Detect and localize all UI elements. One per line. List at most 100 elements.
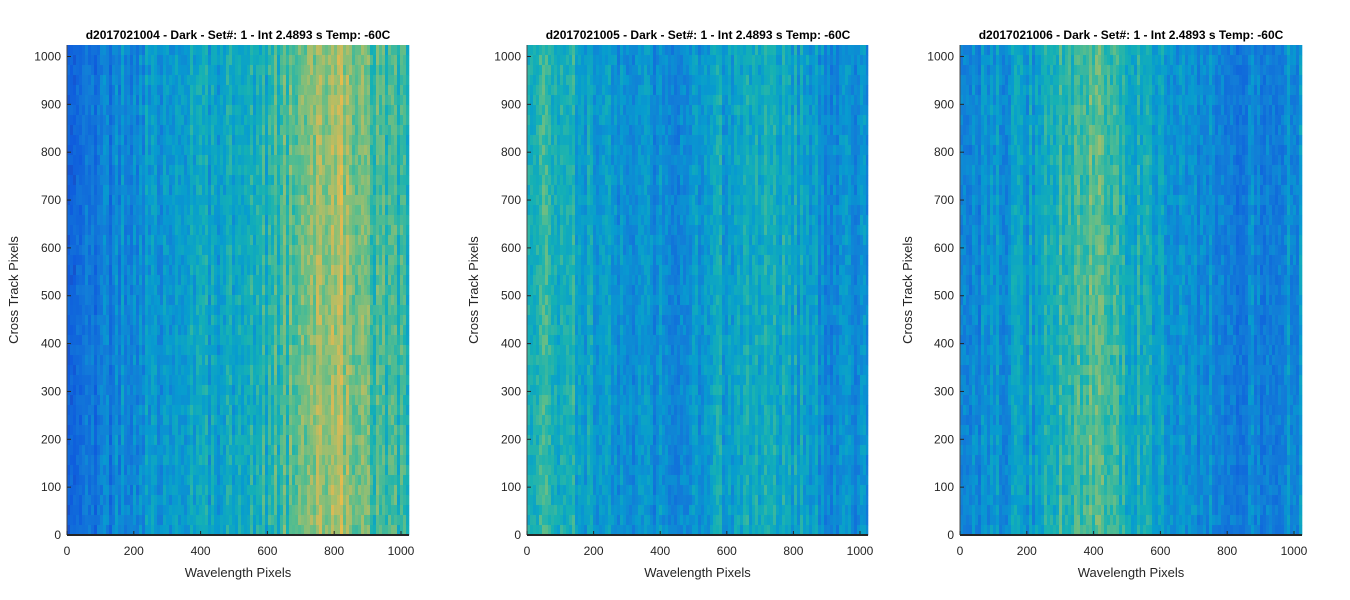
heatmap-cell [160, 395, 164, 406]
heatmap-cell [358, 255, 362, 266]
heatmap-cell [241, 285, 245, 296]
heatmap-cell [229, 145, 233, 156]
heatmap-cell [283, 235, 287, 246]
heatmap-cell [175, 515, 179, 526]
heatmap-cell [265, 175, 269, 186]
heatmap-cell [109, 205, 113, 216]
heatmap-cell [199, 175, 203, 186]
heatmap-cell [154, 315, 158, 326]
heatmap-cell [148, 375, 152, 386]
heatmap-cell [223, 85, 227, 96]
heatmap-cell [157, 65, 161, 76]
heatmap-cell [232, 195, 236, 206]
heatmap-cell [259, 425, 263, 436]
heatmap-cell [325, 95, 329, 106]
heatmap-cell [199, 305, 203, 316]
heatmap-cell [157, 135, 161, 146]
heatmap-cell [148, 155, 152, 166]
heatmap-cell [340, 415, 344, 426]
heatmap-cell [214, 65, 218, 76]
heatmap-cell [268, 395, 272, 406]
heatmap-cell [331, 155, 335, 166]
heatmap-cell [196, 155, 200, 166]
heatmap-cell [193, 415, 197, 426]
heatmap-cell [127, 155, 131, 166]
heatmap-cell [322, 525, 326, 536]
heatmap-cell [286, 325, 290, 336]
heatmap-cell [82, 85, 86, 96]
heatmap-cell [160, 255, 164, 266]
heatmap-cell [349, 345, 353, 356]
heatmap-cell [262, 325, 266, 336]
heatmap-cell [301, 55, 305, 66]
heatmap-cell [286, 275, 290, 286]
heatmap-cell [127, 95, 131, 106]
heatmap-cell [145, 165, 149, 176]
heatmap-cell [178, 215, 182, 226]
heatmap-cell [139, 355, 143, 366]
heatmap-cell [367, 115, 371, 126]
heatmap-cell [337, 415, 341, 426]
heatmap-cell [289, 165, 293, 176]
heatmap-cell [304, 465, 308, 476]
heatmap-cell [193, 235, 197, 246]
heatmap-cell [361, 365, 365, 376]
heatmap-cell [238, 365, 242, 376]
heatmap-cell [361, 355, 365, 366]
heatmap-cell [211, 325, 215, 336]
heatmap-cell [187, 95, 191, 106]
heatmap-cell [274, 455, 278, 466]
heatmap-cell [235, 395, 239, 406]
heatmap-cell [283, 95, 287, 106]
heatmap-cell [361, 455, 365, 466]
heatmap-cell [247, 425, 251, 436]
heatmap-cell [106, 525, 110, 536]
heatmap-cell [115, 245, 119, 256]
heatmap-cell [184, 185, 188, 196]
heatmap-cell [274, 85, 278, 96]
heatmap-cell [160, 405, 164, 416]
heatmap-cell [256, 465, 260, 476]
heatmap-cell [151, 135, 155, 146]
heatmap-cell [205, 295, 209, 306]
heatmap-cell [82, 265, 86, 276]
heatmap-cell [160, 525, 164, 536]
heatmap-cell [340, 495, 344, 506]
heatmap-cell [190, 505, 194, 516]
heatmap-cell [154, 235, 158, 246]
heatmap-cell [181, 475, 185, 486]
heatmap-cell [283, 285, 287, 296]
heatmap-cell [238, 95, 242, 106]
heatmap-cell [337, 65, 341, 76]
heatmap-cell [244, 255, 248, 266]
heatmap-cell [184, 125, 188, 136]
heatmap-cell [238, 145, 242, 156]
heatmap-cell [130, 245, 134, 256]
heatmap-cell [97, 475, 101, 486]
heatmap-cell [268, 315, 272, 326]
heatmap-cell [370, 345, 374, 356]
heatmap-cell [175, 335, 179, 346]
heatmap-cell [283, 225, 287, 236]
heatmap-cell [292, 495, 296, 506]
heatmap-cell [319, 195, 323, 206]
heatmap-cell [142, 215, 146, 226]
heatmap-cell [82, 325, 86, 336]
heatmap-cell [151, 65, 155, 76]
heatmap-cell [361, 145, 365, 156]
heatmap-cell [352, 415, 356, 426]
heatmap-cell [94, 295, 98, 306]
heatmap-cell [301, 135, 305, 146]
heatmap-cell [253, 375, 257, 386]
heatmap-cell [199, 395, 203, 406]
heatmap-cell [298, 155, 302, 166]
heatmap-cell [346, 255, 350, 266]
heatmap-cell [88, 475, 92, 486]
heatmap-cell [340, 525, 344, 536]
heatmap-cell [160, 385, 164, 396]
heatmap-cell [364, 415, 368, 426]
heatmap-cell [160, 125, 164, 136]
heatmap-cell [286, 155, 290, 166]
heatmap-cell [118, 325, 122, 336]
heatmap-cell [319, 495, 323, 506]
